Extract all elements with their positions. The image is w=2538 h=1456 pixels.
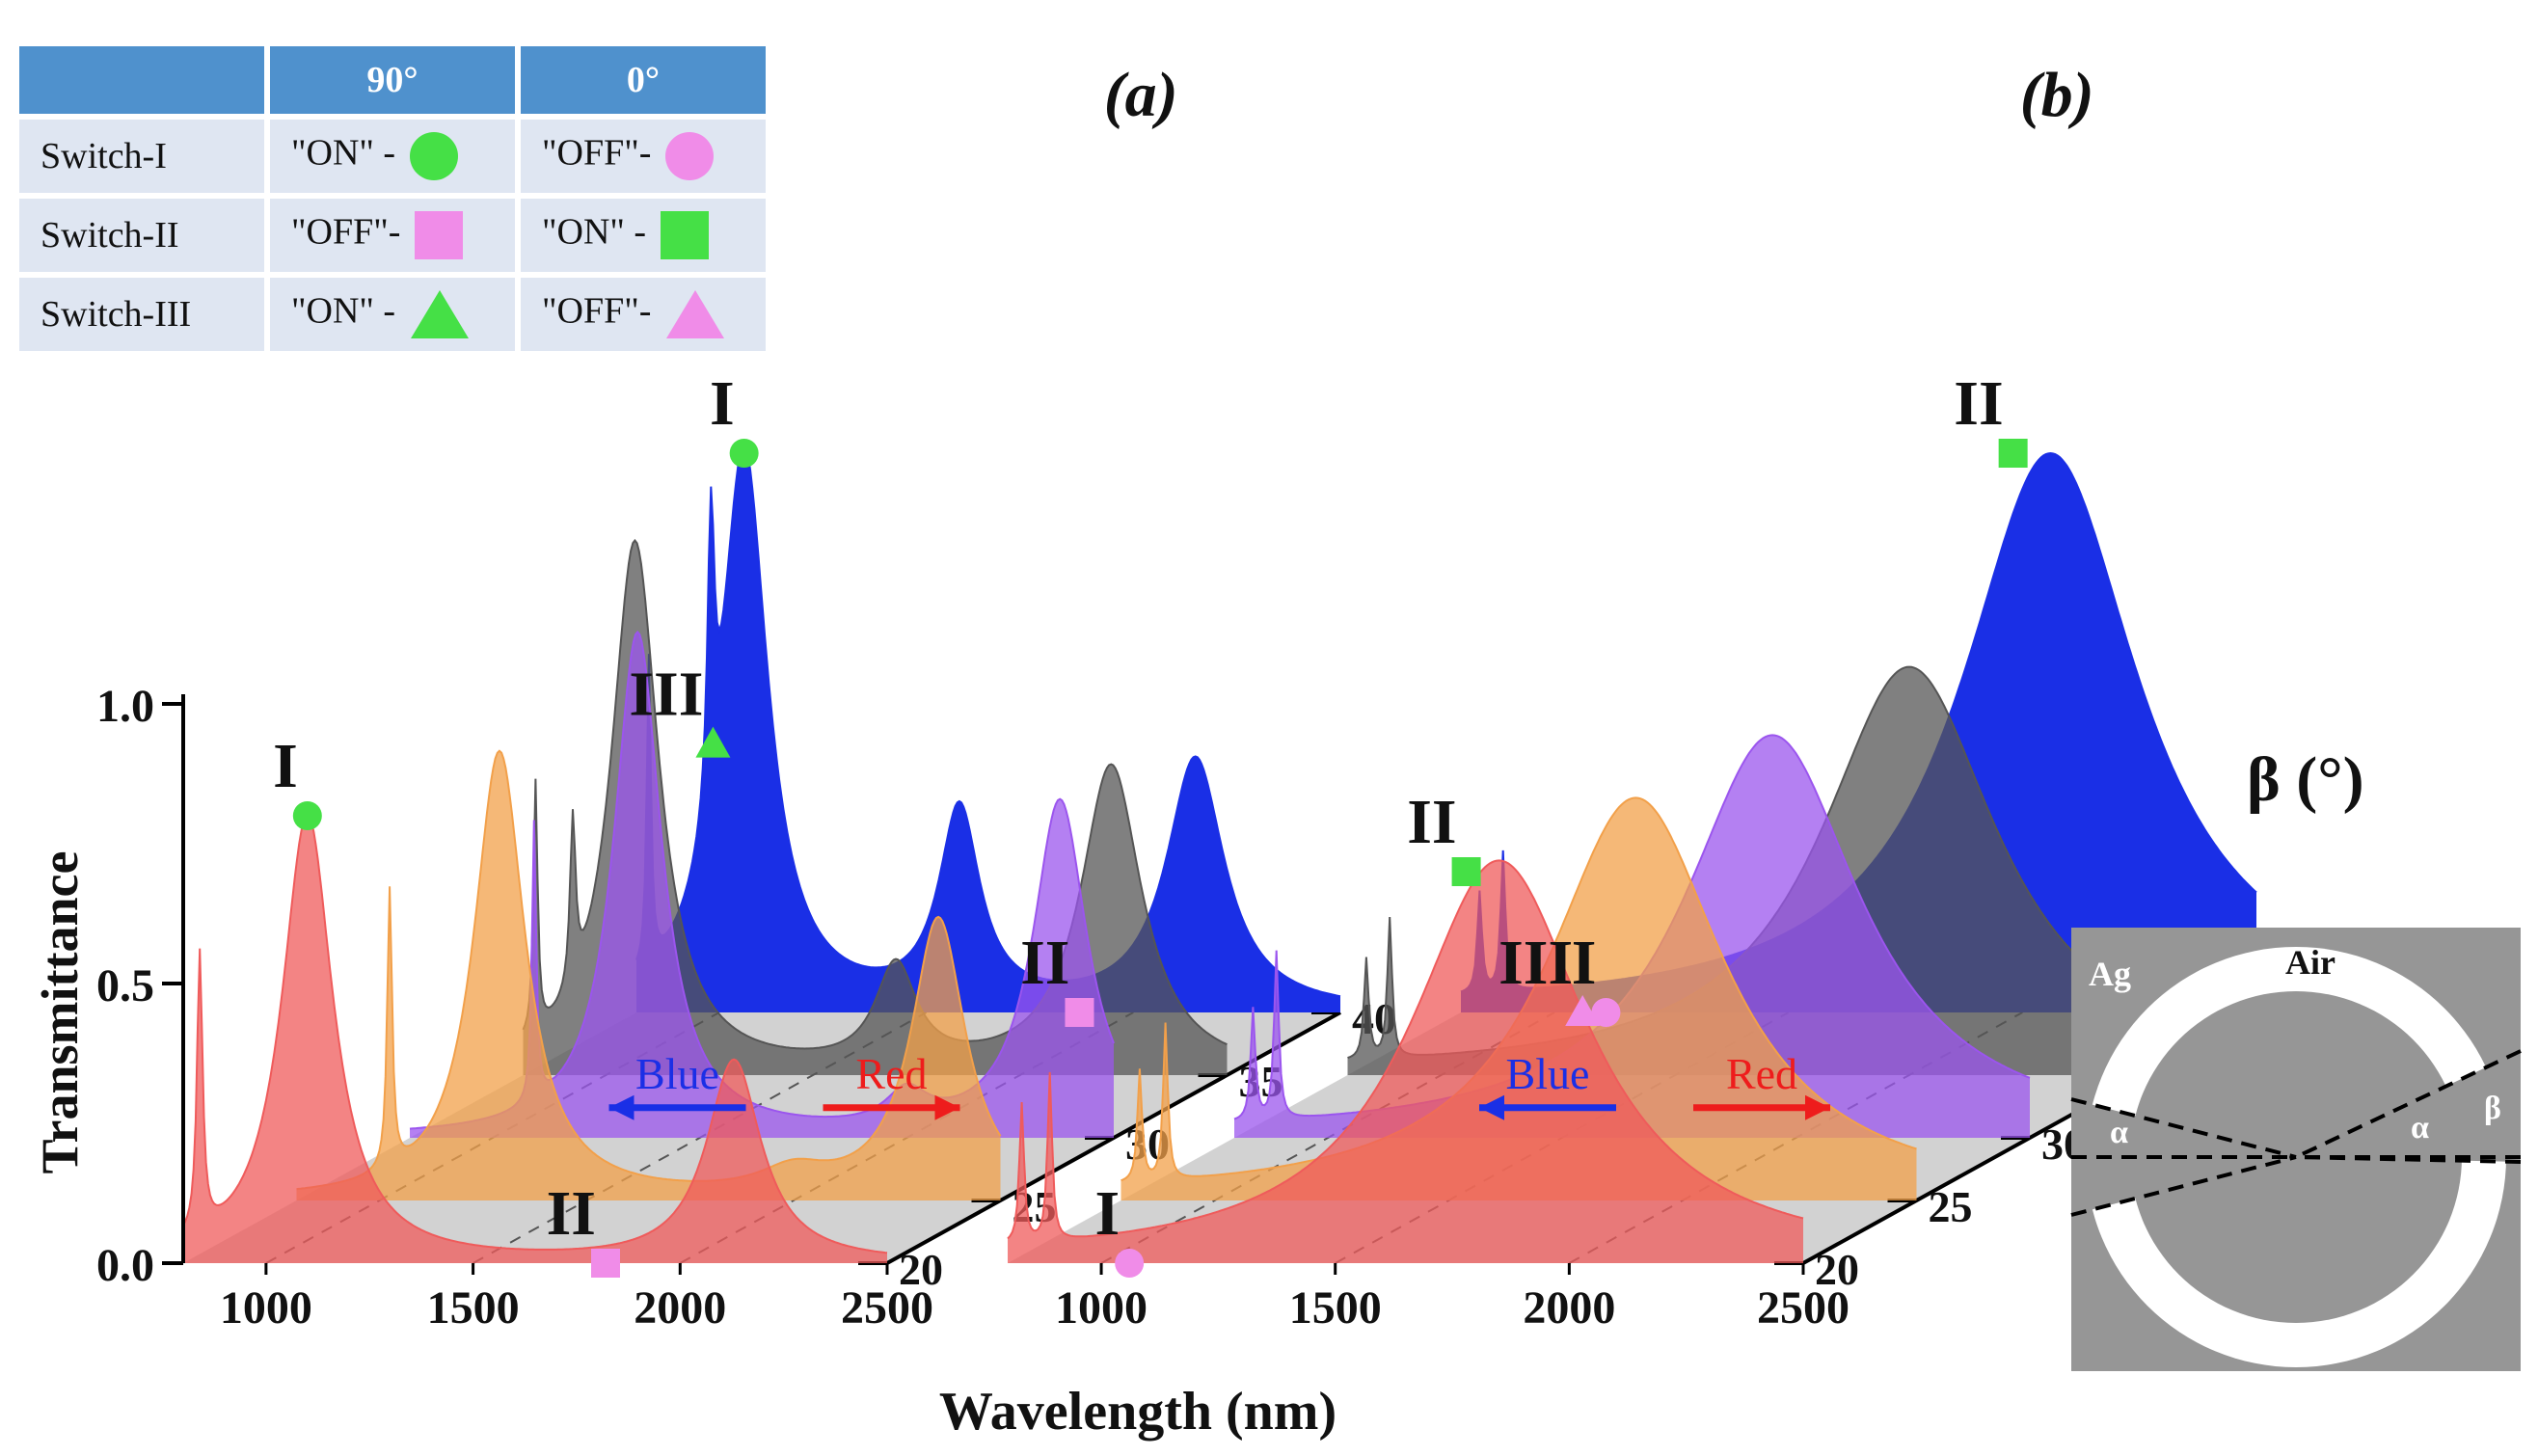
legend-row: Switch-II "OFF"- "ON" - (19, 199, 766, 272)
annotation-label: I (1094, 1178, 1120, 1249)
y-axis-label: Transmittance (31, 851, 89, 1174)
arrow-head (608, 1094, 634, 1120)
x-axis-label: Wavelength (nm) (939, 1382, 1336, 1442)
annotation-label: I (710, 368, 735, 439)
annotation-label: II (1020, 928, 1069, 998)
arrow-head (934, 1094, 960, 1120)
panel-label: (a) (1104, 60, 1178, 130)
pink-circle-icon (664, 131, 715, 181)
x-tick-label: 2500 (1757, 1282, 1850, 1334)
series-area (183, 814, 887, 1263)
legend-row-name: Switch-III (19, 278, 264, 351)
series-line (635, 443, 1341, 998)
legend-row-name: Switch-I (19, 120, 264, 193)
green-circle-icon (409, 131, 459, 181)
series-area (1234, 735, 2030, 1138)
annotation-label: III (1498, 928, 1573, 998)
y-tick-label: 0.0 (96, 1240, 154, 1291)
x-tick-label: 2000 (1523, 1282, 1615, 1334)
inset-dashed-line (2070, 1155, 2297, 1217)
inset-label-air: Air (2285, 943, 2336, 982)
series-area (410, 632, 1114, 1138)
inset-dashed-line (2070, 1097, 2297, 1159)
legend-cell-90: "ON" - (291, 290, 396, 332)
x-tick-label: 1500 (427, 1282, 520, 1334)
arrow-label: Red (1726, 1049, 1797, 1098)
arrow-label: Red (855, 1049, 927, 1098)
inset-label-beta: β (2484, 1091, 2501, 1126)
arrow-head (1805, 1094, 1830, 1120)
arrow-head (1479, 1094, 1504, 1120)
depth-axis-label: β (°) (2247, 744, 2364, 815)
annotation-label: III (629, 660, 703, 730)
legend-cell-90: "ON" - (291, 132, 396, 174)
annotation-label: I (1572, 928, 1597, 998)
series-line (1007, 859, 1804, 1240)
legend-row: Switch-III "ON" - "OFF"- (19, 278, 766, 351)
legend-header-0: 0° (521, 46, 766, 114)
legend-cell-0: "OFF"- (542, 132, 652, 174)
legend-header-90: 90° (270, 46, 515, 114)
legend-cell-0: "ON" - (542, 211, 647, 253)
inset-label-alpha: α (2110, 1115, 2128, 1150)
annotation-circle (1115, 1249, 1145, 1278)
annotation-label: II (547, 1178, 596, 1249)
annotation-triangle (695, 726, 731, 758)
series-area (1461, 453, 2256, 1012)
panel-label: (b) (2020, 60, 2094, 130)
arrow-label: Blue (1506, 1049, 1590, 1098)
annotation-square (1451, 857, 1481, 886)
annotation-square (591, 1249, 620, 1278)
legend-table: 90° 0° Switch-I "ON" - "OFF"- Switch-II … (14, 40, 771, 357)
legend-row: Switch-I "ON" - "OFF"- (19, 120, 766, 193)
legend-header-empty (19, 46, 264, 114)
x-tick-label: 1500 (1289, 1282, 1382, 1334)
annotation-circle (292, 801, 322, 830)
annotation-triangle (1565, 995, 1601, 1026)
x-tick-label: 2000 (634, 1282, 726, 1334)
green-triangle-icon (409, 288, 471, 340)
annotation-square (1065, 998, 1094, 1027)
annotation-circle (1591, 998, 1621, 1027)
inset-label-alpha: α (2411, 1110, 2429, 1146)
series-line (296, 749, 1002, 1191)
x-tick-label: 1000 (220, 1282, 312, 1334)
annotation-circle (729, 439, 759, 468)
series-area (636, 445, 1340, 1013)
legend-cell-0: "OFF"- (542, 290, 652, 332)
pink-triangle-icon (664, 288, 726, 340)
annotation-label: I (273, 731, 298, 801)
green-square-icon (660, 210, 710, 260)
inset-label-ag: Ag (2089, 955, 2131, 993)
annotation-label: II (1407, 787, 1456, 857)
series-area (1120, 797, 1917, 1200)
series-area (1347, 666, 2144, 1075)
series-line (522, 538, 1228, 1050)
inset-dashed-line (2295, 1049, 2522, 1159)
depth-tick-label: 20 (1815, 1245, 1859, 1294)
pink-square-icon (414, 210, 464, 260)
x-tick-label: 2500 (841, 1282, 933, 1334)
series-area (1008, 860, 1803, 1263)
y-tick-label: 1.0 (96, 681, 154, 732)
depth-tick-label: 25 (1929, 1182, 1973, 1231)
legend-row-name: Switch-II (19, 199, 264, 272)
y-tick-label: 0.5 (96, 960, 154, 1011)
annotation-square (1998, 439, 2028, 468)
depth-tick-label: 20 (899, 1245, 943, 1294)
arrow-label: Blue (635, 1049, 719, 1098)
legend-cell-90: "OFF"- (291, 211, 401, 253)
annotation-label: II (1954, 368, 2003, 439)
x-tick-label: 1000 (1055, 1282, 1148, 1334)
series-area (296, 750, 1001, 1200)
series-line (182, 813, 888, 1254)
